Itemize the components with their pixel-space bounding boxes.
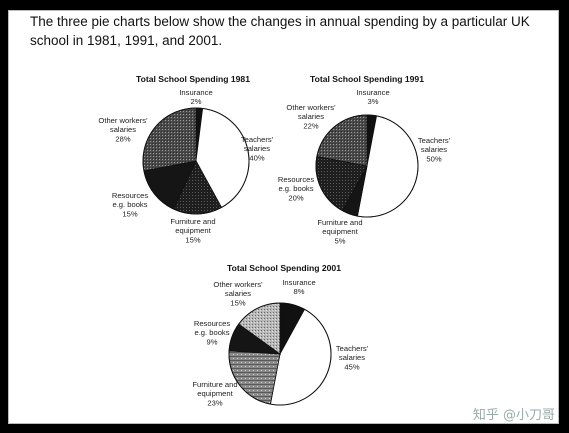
slice-label-other-workers-salaries: Other workers' salaries 15% bbox=[213, 280, 263, 307]
slice-label-insurance: Insurance 2% bbox=[179, 88, 212, 106]
slice-label-furniture-and-equipment: Furniture and equipment 5% bbox=[317, 218, 362, 245]
slice-label-other-workers-salaries: Other workers' salaries 28% bbox=[98, 116, 148, 143]
watermark: 知乎 @小刀哥 bbox=[472, 408, 555, 423]
pie-slice-furniture-and-equipment bbox=[228, 350, 281, 405]
slice-label-furniture-and-equipment: Furniture and equipment 23% bbox=[192, 380, 237, 407]
slice-label-resources-e-g-books: Resources e.g. books 9% bbox=[194, 319, 230, 346]
chart-title: Total School Spending 1981 bbox=[136, 74, 250, 84]
chart-title: Total School Spending 1991 bbox=[310, 74, 424, 84]
pie-chart-1: Total School Spending 1981 Insurance 2% Tea… bbox=[98, 74, 273, 244]
chart-title: Total School Spending 2001 bbox=[227, 263, 341, 273]
slice-label-insurance: Insurance 8% bbox=[282, 278, 315, 296]
pie-outline bbox=[315, 114, 419, 218]
pie-chart-3: Total School Spending 2001 Insurance 8% Tea… bbox=[192, 263, 368, 407]
slice-label-teachers-salaries: Teachers' salaries 40% bbox=[241, 135, 274, 162]
slice-label-teachers-salaries: Teachers' salaries 50% bbox=[418, 136, 451, 163]
slice-label-teachers-salaries: Teachers' salaries 45% bbox=[336, 344, 369, 371]
slice-label-insurance: Insurance 3% bbox=[356, 88, 389, 106]
slice-label-other-workers-salaries: Other workers' salaries 22% bbox=[286, 103, 336, 130]
slice-label-resources-e-g-books: Resources e.g. books 15% bbox=[112, 191, 148, 218]
pie-outline bbox=[142, 107, 250, 215]
slice-label-resources-e-g-books: Resources e.g. books 20% bbox=[278, 175, 314, 202]
intro-text: The three pie charts below show the chan… bbox=[30, 14, 530, 48]
pie-chart-2: Total School Spending 1991 Insurance 3% Tea… bbox=[278, 74, 451, 245]
pie-outline bbox=[228, 302, 332, 406]
slice-label-furniture-and-equipment: Furniture and equipment 15% bbox=[170, 217, 215, 244]
pie-slice-other-workers-salaries bbox=[142, 107, 197, 172]
